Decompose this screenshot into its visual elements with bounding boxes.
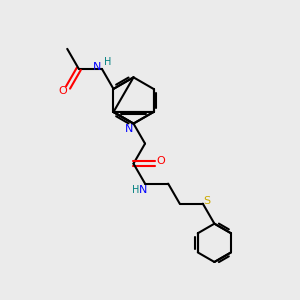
Text: H: H bbox=[104, 57, 112, 67]
Text: H: H bbox=[132, 184, 140, 195]
Text: S: S bbox=[203, 196, 210, 206]
Text: N: N bbox=[125, 124, 134, 134]
Text: O: O bbox=[157, 156, 165, 166]
Text: N: N bbox=[93, 62, 101, 72]
Text: O: O bbox=[59, 86, 68, 96]
Text: N: N bbox=[139, 184, 148, 195]
